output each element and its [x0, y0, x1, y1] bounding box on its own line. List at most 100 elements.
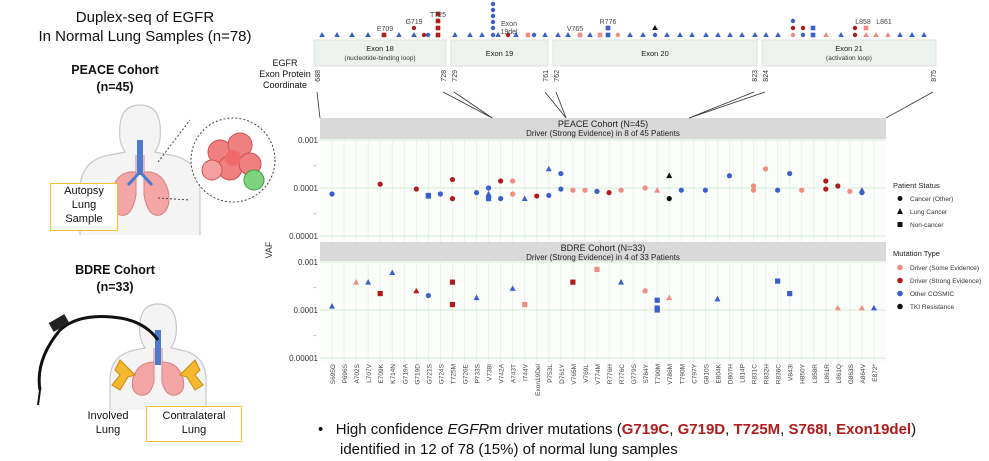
- x-tick-label: D761Y: [559, 363, 566, 384]
- data-point: [545, 165, 552, 172]
- legend-symbol: [897, 222, 903, 227]
- top-marker: [425, 32, 431, 38]
- data-point: [787, 170, 793, 177]
- legend-label: Other COSMIC: [910, 291, 954, 298]
- exon-name: Exon 18: [366, 44, 394, 53]
- exon-end-coord: 823: [752, 70, 759, 82]
- legend-title-mutation: Mutation Type: [893, 249, 940, 258]
- x-tick-label: L707V: [366, 363, 373, 382]
- exon-name: Exon 21: [835, 44, 863, 53]
- x-tick-label: T790M: [679, 364, 686, 384]
- panel-header-bg: [320, 118, 886, 139]
- y-tick-label: 0.00001: [289, 232, 318, 241]
- data-point: [787, 290, 793, 297]
- top-marker: [381, 32, 387, 38]
- top-marker: [852, 25, 858, 31]
- x-tick-label: G724S: [438, 363, 445, 384]
- x-tick-label: G779S: [631, 363, 638, 384]
- coordinate-axis-label: EGFR Exon Protein Coordinate: [255, 58, 315, 91]
- top-label: V765: [567, 26, 583, 33]
- top-marker: [490, 32, 496, 38]
- summary-bullet: • High confidence EGFRm driver mutations…: [318, 420, 978, 460]
- top-label: L861: [876, 19, 892, 26]
- mutation-exon19del: Exon19del: [836, 421, 912, 438]
- x-tick-label: A743T: [511, 364, 518, 383]
- panel-title: BDRE Cohort (N=33): [561, 243, 646, 253]
- top-label: L858: [855, 19, 871, 26]
- x-tick-label: R831C: [752, 364, 759, 385]
- data-point: [594, 188, 600, 194]
- data-point: [473, 190, 480, 196]
- x-tick-label: S784Y: [643, 363, 650, 383]
- exon-name: Exon 20: [641, 49, 669, 58]
- top-marker: [652, 32, 658, 38]
- exon-name: Exon 19: [486, 49, 514, 58]
- top-label: Exon: [501, 21, 517, 28]
- top-marker: [421, 32, 427, 38]
- exon-end-connector: [544, 91, 567, 119]
- exon-box: [552, 39, 758, 67]
- sep: ,: [780, 421, 789, 438]
- bdre-cohort-title: BDRE Cohort: [75, 263, 155, 277]
- legend-symbol: [897, 277, 903, 284]
- sep: ,: [669, 421, 678, 438]
- autopsy-line-2: Lung: [71, 199, 97, 211]
- exon-subtitle: (activation loop): [826, 55, 872, 62]
- zoom-line-top: [157, 119, 191, 163]
- top-marker: [349, 32, 355, 37]
- top-marker: [800, 25, 806, 31]
- data-point: [449, 279, 456, 285]
- right-lung: [143, 155, 170, 216]
- top-marker: [577, 32, 583, 38]
- top-marker: [319, 32, 325, 37]
- x-tick-label: R832H: [764, 364, 771, 385]
- data-point: [510, 191, 516, 197]
- coord-label-line-3: Coordinate: [262, 80, 308, 90]
- top-marker: [495, 32, 501, 37]
- y-tick-label: 0.0001: [294, 184, 319, 193]
- data-point: [702, 187, 708, 193]
- legend-symbol: [897, 196, 903, 201]
- y-tick-label: 0.001: [298, 136, 319, 145]
- data-point: [329, 302, 336, 309]
- sep: ,: [827, 421, 837, 438]
- trachea: [137, 140, 143, 175]
- data-point: [510, 178, 516, 184]
- top-marker: [727, 32, 733, 37]
- data-point: [329, 191, 335, 197]
- x-tick-label: S695G: [330, 364, 337, 384]
- x-tick-label: G719A: [402, 363, 409, 384]
- x-tick-label: C797Y: [691, 363, 698, 384]
- y-tick-label: 0.00001: [289, 354, 318, 363]
- bullet-mid: m driver mutations (: [489, 421, 622, 438]
- data-point: [485, 185, 492, 191]
- exon-end-coord: 728: [441, 70, 448, 82]
- mutation-s768i: S768I: [788, 421, 828, 438]
- bronchi: [126, 170, 154, 187]
- x-tick-label: A702S: [354, 363, 361, 383]
- legend-symbol: [897, 264, 903, 271]
- data-point: [775, 187, 781, 193]
- legend-label: TKI Resistance: [910, 304, 954, 311]
- data-point: [570, 187, 576, 193]
- x-tick-label: E804K: [715, 363, 722, 383]
- data-point: [666, 294, 673, 301]
- data-point: [521, 195, 528, 202]
- data-point: [606, 190, 612, 196]
- top-marker: [411, 32, 417, 37]
- bdre-cohort-heading: BDRE Cohort (n=33): [40, 262, 190, 296]
- title-line-1: Duplex-seq of EGFR: [75, 9, 215, 26]
- autopsy-line-3: Sample: [65, 213, 103, 225]
- autopsy-line-1: Autopsy: [64, 185, 104, 197]
- x-tick-label: G726E: [463, 363, 470, 384]
- data-point: [377, 181, 383, 187]
- exon-start-connector: [316, 91, 321, 119]
- top-marker: [435, 11, 441, 17]
- top-marker: [640, 32, 646, 37]
- data-point: [726, 173, 733, 179]
- x-tick-label: V742A: [499, 363, 506, 383]
- x-tick-label: L861Q: [836, 364, 843, 384]
- zoom-line-bottom: [157, 197, 191, 201]
- right-lung-2: [161, 348, 185, 396]
